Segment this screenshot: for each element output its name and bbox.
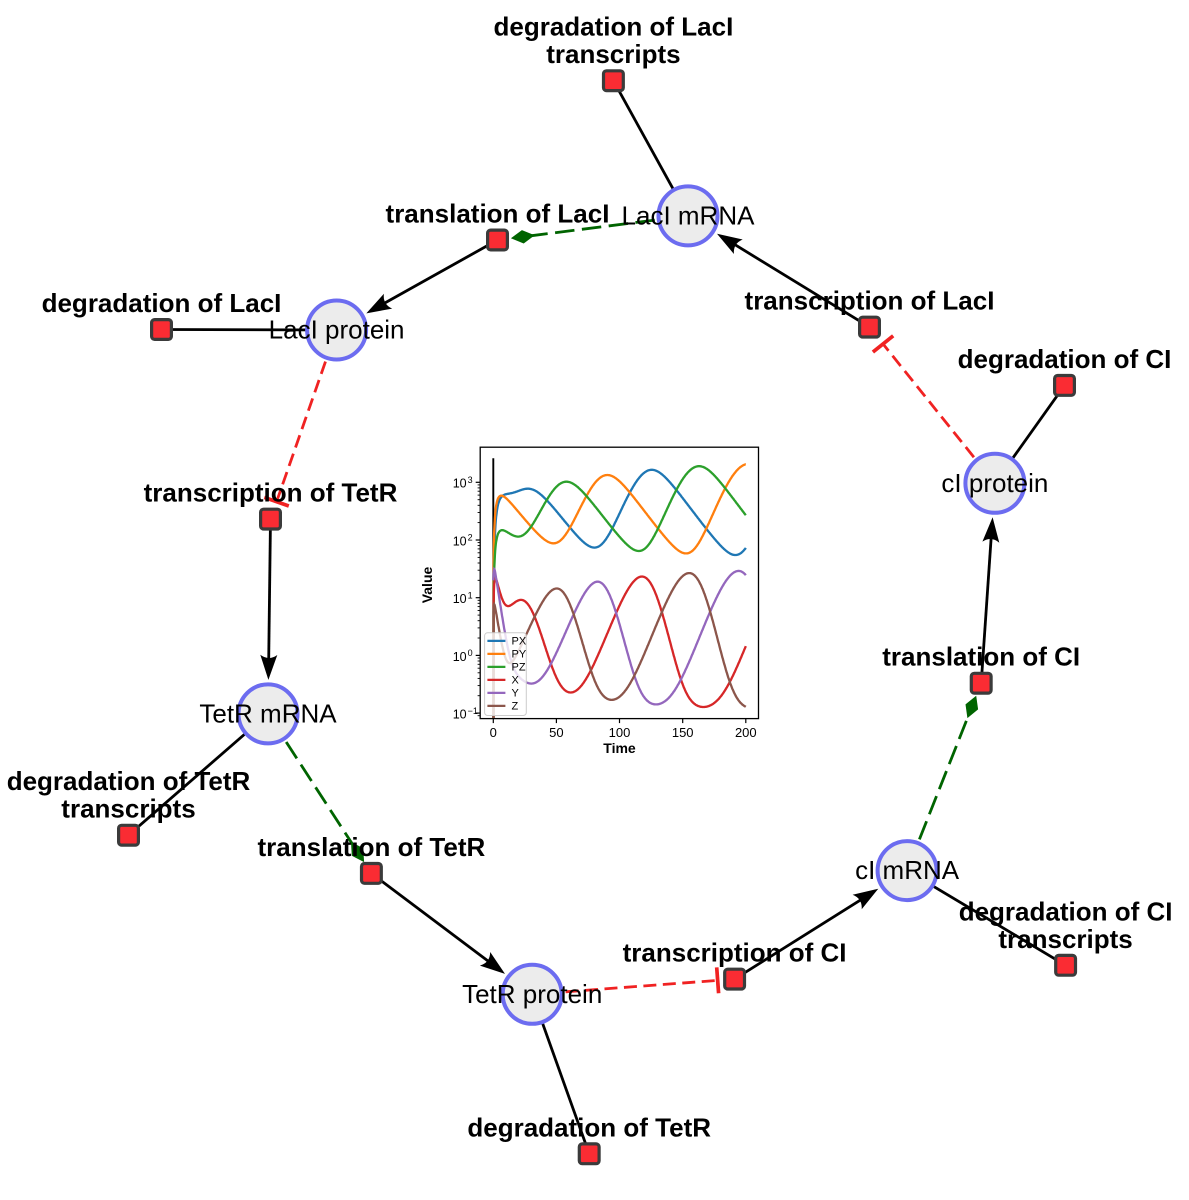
svg-text:Value: Value — [419, 567, 435, 604]
svg-text:10: 10 — [453, 650, 467, 664]
svg-text:transcription of CI: transcription of CI — [623, 938, 847, 968]
svg-text:translation of LacI: translation of LacI — [386, 199, 610, 229]
svg-text:transcripts: transcripts — [61, 794, 195, 824]
svg-text:PZ: PZ — [512, 662, 526, 674]
svg-text:200: 200 — [735, 725, 757, 740]
svg-text:2: 2 — [468, 533, 473, 543]
svg-text:50: 50 — [549, 725, 563, 740]
svg-text:PY: PY — [512, 649, 527, 661]
svg-text:10: 10 — [453, 534, 467, 548]
svg-text:150: 150 — [672, 725, 694, 740]
svg-text:LacI protein: LacI protein — [269, 315, 405, 345]
svg-text:TetR mRNA: TetR mRNA — [199, 699, 337, 729]
svg-text:100: 100 — [609, 725, 631, 740]
svg-text:transcripts: transcripts — [546, 39, 680, 69]
svg-text:degradation of TetR: degradation of TetR — [467, 1112, 711, 1142]
svg-text:TetR protein: TetR protein — [462, 979, 602, 1009]
svg-text:transcripts: transcripts — [998, 924, 1132, 954]
svg-text:transcription of TetR: transcription of TetR — [144, 478, 398, 508]
svg-text:3: 3 — [468, 475, 473, 485]
svg-text:LacI mRNA: LacI mRNA — [622, 201, 756, 231]
svg-text:cI protein: cI protein — [941, 468, 1048, 498]
svg-text:10: 10 — [453, 708, 467, 722]
svg-text:1: 1 — [468, 590, 473, 600]
svg-text:degradation of TetR: degradation of TetR — [7, 766, 251, 796]
svg-text:PX: PX — [512, 636, 527, 648]
svg-text:X: X — [512, 675, 520, 687]
svg-text:transcription of LacI: transcription of LacI — [745, 286, 995, 316]
svg-text:degradation of LacI: degradation of LacI — [42, 288, 282, 318]
svg-text:translation of CI: translation of CI — [882, 642, 1080, 672]
svg-text:Z: Z — [512, 701, 519, 713]
svg-text:Time: Time — [603, 740, 636, 756]
svg-text:cI mRNA: cI mRNA — [855, 855, 960, 885]
svg-text:−1: −1 — [468, 706, 478, 716]
svg-text:10: 10 — [453, 477, 467, 491]
svg-text:0: 0 — [490, 725, 497, 740]
svg-text:0: 0 — [468, 648, 473, 658]
svg-text:degradation of CI: degradation of CI — [959, 896, 1173, 926]
svg-text:degradation of LacI: degradation of LacI — [493, 12, 733, 42]
svg-text:translation of TetR: translation of TetR — [258, 832, 486, 862]
svg-text:degradation of CI: degradation of CI — [958, 344, 1172, 374]
svg-text:Y: Y — [512, 688, 520, 700]
svg-text:10: 10 — [453, 592, 467, 606]
